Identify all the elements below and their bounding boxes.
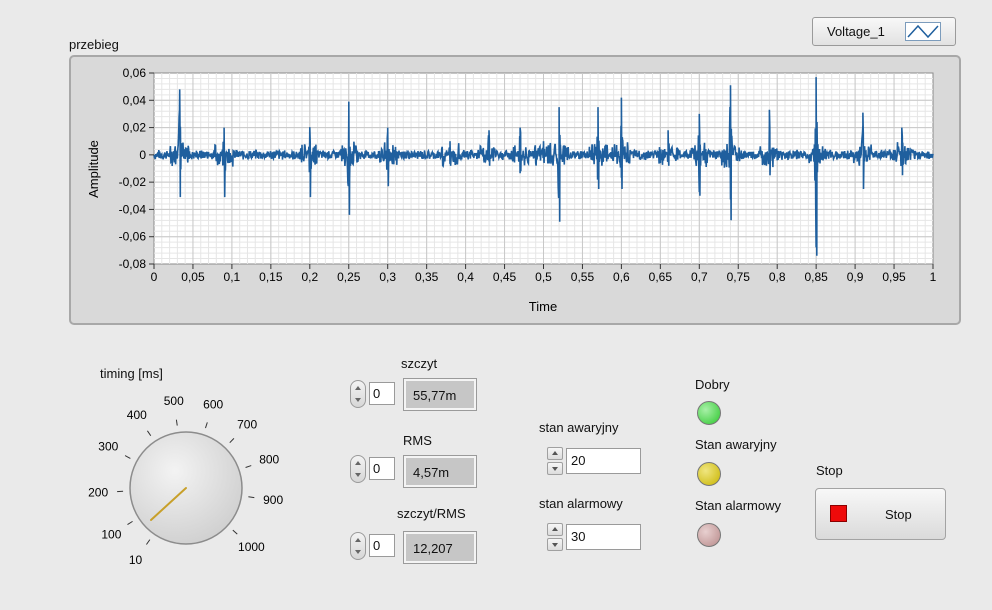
x-tick-label: 0,85 bbox=[804, 270, 828, 284]
knob-tick-label: 500 bbox=[164, 394, 184, 408]
knob-tick-label: 200 bbox=[88, 486, 108, 500]
knob-label: timing [ms] bbox=[100, 366, 163, 381]
knob-tick-label: 700 bbox=[237, 418, 257, 432]
x-tick-label: 0,55 bbox=[571, 270, 595, 284]
knob-tick-mark bbox=[232, 529, 238, 535]
szczyt-rms-indicator: 12,207 bbox=[403, 531, 477, 564]
szczyt-rms-spin-button[interactable] bbox=[350, 532, 366, 560]
x-axis-label: Time bbox=[529, 299, 557, 314]
knob-tick-label: 10 bbox=[129, 553, 143, 567]
waveform-series-voltage-1 bbox=[153, 77, 934, 256]
knob-tick-label: 600 bbox=[203, 397, 223, 411]
plot-legend[interactable]: Voltage_1 bbox=[812, 17, 956, 46]
stan-awaryjny-limit-label: stan awaryjny bbox=[539, 420, 619, 435]
knob-tick-label: 800 bbox=[259, 452, 279, 466]
stan-awaryjny-increment-button[interactable] bbox=[547, 447, 563, 460]
knob-tick-label: 1000 bbox=[238, 540, 265, 554]
x-tick-label: 0,9 bbox=[847, 270, 864, 284]
dobry-led[interactable] bbox=[697, 401, 721, 425]
x-tick-label: 0,35 bbox=[415, 270, 439, 284]
rms-control[interactable]: 0 bbox=[350, 455, 396, 483]
stop-button[interactable]: Stop bbox=[815, 488, 946, 540]
x-tick-label: 0,15 bbox=[259, 270, 283, 284]
y-tick-label: -0,08 bbox=[119, 257, 147, 271]
knob-tick-mark bbox=[175, 419, 178, 426]
legend-line-icon bbox=[905, 22, 941, 41]
szczyt-spin-button[interactable] bbox=[350, 380, 366, 408]
stan-alarmowy-led[interactable] bbox=[697, 523, 721, 547]
szczyt-rms-control[interactable]: 0 bbox=[350, 532, 396, 560]
rms-indicator: 4,57m bbox=[403, 455, 477, 488]
stan-alarmowy-limit-input[interactable]: 30 bbox=[566, 524, 641, 550]
szczyt-rms-control-value[interactable]: 0 bbox=[369, 534, 395, 557]
y-tick-label: 0,06 bbox=[123, 66, 147, 80]
knob-tick-mark bbox=[127, 520, 133, 525]
rms-spin-button[interactable] bbox=[350, 455, 366, 483]
stan-alarmowy-decrement-button[interactable] bbox=[547, 538, 563, 551]
knob-tick-mark bbox=[229, 438, 235, 444]
stan-awaryjny-led-label: Stan awaryjny bbox=[695, 437, 777, 452]
x-tick-label: 0,2 bbox=[301, 270, 318, 284]
knob-tick-mark bbox=[146, 539, 151, 545]
knob-tick-label: 900 bbox=[263, 493, 283, 507]
rms-control-value[interactable]: 0 bbox=[369, 457, 395, 480]
x-tick-label: 1 bbox=[930, 270, 937, 284]
waveform-graph[interactable]: 0,06 0,04 0,02 0 -0,02 -0,04 -0,06 -0,08 0 0,05 0… bbox=[69, 55, 961, 325]
szczyt-control[interactable]: 0 bbox=[350, 380, 396, 408]
x-tick-label: 0,8 bbox=[769, 270, 786, 284]
knob-pointer bbox=[150, 487, 187, 521]
y-tick-label: -0,06 bbox=[119, 230, 147, 244]
stop-square-icon bbox=[830, 505, 847, 522]
stan-alarmowy-limit-control[interactable]: 30 bbox=[547, 523, 641, 551]
stan-alarmowy-led-label: Stan alarmowy bbox=[695, 498, 781, 513]
stan-awaryjny-limit-input[interactable]: 20 bbox=[566, 448, 641, 474]
x-tick-label: 0,95 bbox=[882, 270, 906, 284]
x-tick-label: 0,3 bbox=[379, 270, 396, 284]
x-tick-label: 0,4 bbox=[457, 270, 474, 284]
graph-title: przebieg bbox=[69, 37, 119, 52]
x-tick-label: 0,25 bbox=[337, 270, 361, 284]
stop-button-label: Stop bbox=[885, 507, 912, 522]
x-tick-label: 0,7 bbox=[691, 270, 708, 284]
x-tick-label: 0 bbox=[151, 270, 158, 284]
dobry-led-label: Dobry bbox=[695, 377, 730, 392]
stan-alarmowy-limit-label: stan alarmowy bbox=[539, 496, 623, 511]
stan-awaryjny-decrement-button[interactable] bbox=[547, 462, 563, 475]
y-tick-label: 0,04 bbox=[123, 93, 147, 107]
y-tick-label: 0,02 bbox=[123, 121, 147, 135]
timing-knob[interactable]: 10 100 200 300 400 500 600 700 800 900 1000 bbox=[60, 378, 300, 583]
knob-tick-label: 400 bbox=[127, 408, 147, 422]
y-tick-label: 0 bbox=[139, 148, 146, 162]
knob-tick-mark bbox=[204, 422, 208, 429]
x-tick-label: 0,75 bbox=[727, 270, 751, 284]
legend-series-label: Voltage_1 bbox=[827, 24, 885, 39]
x-tick-label: 0,05 bbox=[181, 270, 205, 284]
x-tick-label: 0,6 bbox=[613, 270, 630, 284]
x-tick-label: 0,65 bbox=[649, 270, 673, 284]
rms-label: RMS bbox=[403, 433, 432, 448]
stop-label: Stop bbox=[816, 463, 843, 478]
stan-awaryjny-led[interactable] bbox=[697, 462, 721, 486]
knob-tick-mark bbox=[124, 455, 131, 459]
x-tick-label: 0,5 bbox=[535, 270, 552, 284]
knob-tick-label: 100 bbox=[101, 528, 121, 542]
knob-tick-mark bbox=[245, 465, 252, 468]
x-tick-label: 0,45 bbox=[493, 270, 517, 284]
knob-tick-mark bbox=[147, 430, 152, 437]
szczyt-label: szczyt bbox=[401, 356, 438, 371]
knob-tick-mark bbox=[248, 496, 255, 499]
x-tick-label: 0,1 bbox=[224, 270, 241, 284]
szczyt-control-value[interactable]: 0 bbox=[369, 382, 395, 405]
y-tick-label: -0,04 bbox=[119, 202, 147, 216]
szczyt-indicator: 55,77m bbox=[403, 378, 477, 411]
y-axis-label: Amplitude bbox=[86, 140, 101, 198]
stan-awaryjny-limit-control[interactable]: 20 bbox=[547, 447, 641, 475]
y-tick-label: -0,02 bbox=[119, 175, 147, 189]
knob-tick-label: 300 bbox=[98, 440, 118, 454]
stan-alarmowy-increment-button[interactable] bbox=[547, 523, 563, 536]
szczyt-rms-label: szczyt/RMS bbox=[397, 506, 466, 521]
